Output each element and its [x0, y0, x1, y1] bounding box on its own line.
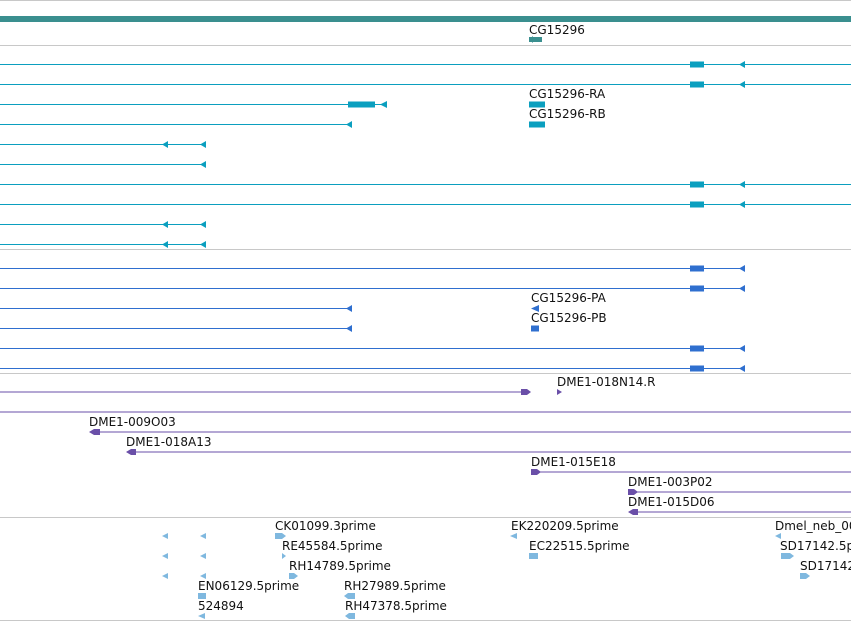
- transcript-arrow-left[interactable]: [162, 241, 168, 248]
- transcript-label-rb[interactable]: CG15296-RB: [529, 107, 606, 121]
- gene-label[interactable]: CG15296: [529, 23, 585, 37]
- gene-feature-arrow: [529, 36, 533, 43]
- transcript-arrow-left[interactable]: [739, 81, 745, 88]
- clone-label[interactable]: DME1-018A13: [126, 435, 212, 449]
- est-arrow-right[interactable]: [781, 553, 794, 559]
- transcript-arrow-left[interactable]: [162, 141, 168, 148]
- protein-arrow-left[interactable]: [346, 305, 352, 312]
- protein-arrow-left[interactable]: [739, 365, 745, 372]
- protein-exon[interactable]: [690, 345, 704, 352]
- clone-arrow-right[interactable]: [531, 469, 541, 475]
- est-label[interactable]: RH27989.5prime: [344, 579, 446, 593]
- clone-arrow-right[interactable]: [521, 389, 531, 395]
- est-arrow-right[interactable]: [275, 533, 286, 539]
- est-label[interactable]: RE45584.5prime: [282, 539, 383, 553]
- protein-exon[interactable]: [531, 325, 539, 332]
- est-arrow-left[interactable]: [162, 533, 168, 539]
- gene-track[interactable]: CG15296: [0, 16, 851, 43]
- protein-exon[interactable]: [690, 265, 704, 272]
- est-arrow-left[interactable]: [200, 573, 206, 579]
- est-arrow-right[interactable]: [289, 573, 298, 579]
- est-arrow-left[interactable]: [198, 613, 205, 619]
- transcript-track: [0, 61, 851, 248]
- transcript-arrow-left[interactable]: [739, 181, 745, 188]
- clone-track: DME1-018N14.R DME1-009O03 DME1-018A13 DM…: [0, 375, 851, 515]
- transcript-arrow-left[interactable]: [200, 221, 206, 228]
- protein-exon[interactable]: [690, 285, 704, 292]
- transcript-arrow-left[interactable]: [739, 201, 745, 208]
- clone-arrow-left[interactable]: [126, 449, 136, 455]
- transcript-exon[interactable]: [690, 181, 704, 188]
- est-label[interactable]: RH47378.5prime: [345, 599, 447, 613]
- clone-label[interactable]: DME1-003P02: [628, 475, 713, 489]
- transcript-arrow-left[interactable]: [200, 161, 206, 168]
- est-label[interactable]: EC22515.5prime: [529, 539, 630, 553]
- est-label[interactable]: RH14789.5prime: [289, 559, 391, 573]
- est-arrow-left[interactable]: [344, 593, 355, 599]
- est-label[interactable]: EN06129.5prime: [198, 579, 299, 593]
- est-track: CK01099.3prime EK220209.5prime Dmel_neb_…: [162, 519, 851, 619]
- protein-arrow-left[interactable]: [531, 305, 539, 312]
- transcript-exon[interactable]: [529, 121, 545, 128]
- transcript-exon[interactable]: [690, 201, 704, 208]
- gene-feature[interactable]: [529, 37, 542, 42]
- clone-arrow-left[interactable]: [89, 429, 100, 435]
- est-arrow-left[interactable]: [200, 553, 206, 559]
- transcript-exon[interactable]: [348, 101, 375, 108]
- protein-exon[interactable]: [690, 365, 704, 372]
- clone-arrow-right[interactable]: [628, 489, 638, 495]
- transcript-label-ra[interactable]: CG15296-RA: [529, 87, 606, 101]
- est-label[interactable]: SD17142.5p: [780, 539, 851, 553]
- est-arrow-right[interactable]: [800, 573, 810, 579]
- est-arrow-left[interactable]: [345, 613, 355, 619]
- transcript-exon[interactable]: [690, 61, 704, 68]
- clone-arrow-left[interactable]: [628, 509, 638, 515]
- est-label[interactable]: Dmel_neb_00: [775, 519, 851, 533]
- transcript-exon[interactable]: [690, 81, 704, 88]
- est-arrow-right[interactable]: [282, 553, 286, 559]
- est-feature[interactable]: [529, 553, 538, 559]
- protein-arrow-left[interactable]: [346, 325, 352, 332]
- gene-span-bar[interactable]: [0, 16, 851, 22]
- protein-label-pb[interactable]: CG15296-PB: [531, 311, 607, 325]
- est-label[interactable]: EK220209.5prime: [511, 519, 619, 533]
- est-arrow-left[interactable]: [162, 573, 168, 579]
- est-arrow-left[interactable]: [510, 533, 517, 539]
- est-arrow-left[interactable]: [775, 533, 781, 539]
- protein-arrow-left[interactable]: [739, 345, 745, 352]
- clone-arrow-right[interactable]: [557, 389, 562, 395]
- transcript-arrow-left[interactable]: [739, 61, 745, 68]
- est-label[interactable]: CK01099.3prime: [275, 519, 376, 533]
- est-arrow-left[interactable]: [162, 553, 168, 559]
- est-label[interactable]: SD17142: [800, 559, 851, 573]
- clone-label[interactable]: DME1-018N14.R: [557, 375, 655, 389]
- transcript-arrow-left[interactable]: [200, 141, 206, 148]
- est-label[interactable]: 524894: [198, 599, 244, 613]
- protein-label-pa[interactable]: CG15296-PA: [531, 291, 607, 305]
- transcript-arrow-left[interactable]: [380, 101, 387, 108]
- est-feature[interactable]: [198, 593, 206, 599]
- protein-track: [0, 265, 745, 372]
- clone-label[interactable]: DME1-015E18: [531, 455, 616, 469]
- transcript-arrow-left[interactable]: [200, 241, 206, 248]
- transcript-arrow-left[interactable]: [346, 121, 352, 128]
- protein-arrow-left[interactable]: [739, 285, 745, 292]
- clone-label[interactable]: DME1-009O03: [89, 415, 176, 429]
- transcript-exon[interactable]: [529, 101, 545, 108]
- transcript-arrow-left[interactable]: [162, 221, 168, 228]
- clone-label[interactable]: DME1-015D06: [628, 495, 715, 509]
- protein-arrow-left[interactable]: [739, 265, 745, 272]
- est-arrow-left[interactable]: [200, 533, 206, 539]
